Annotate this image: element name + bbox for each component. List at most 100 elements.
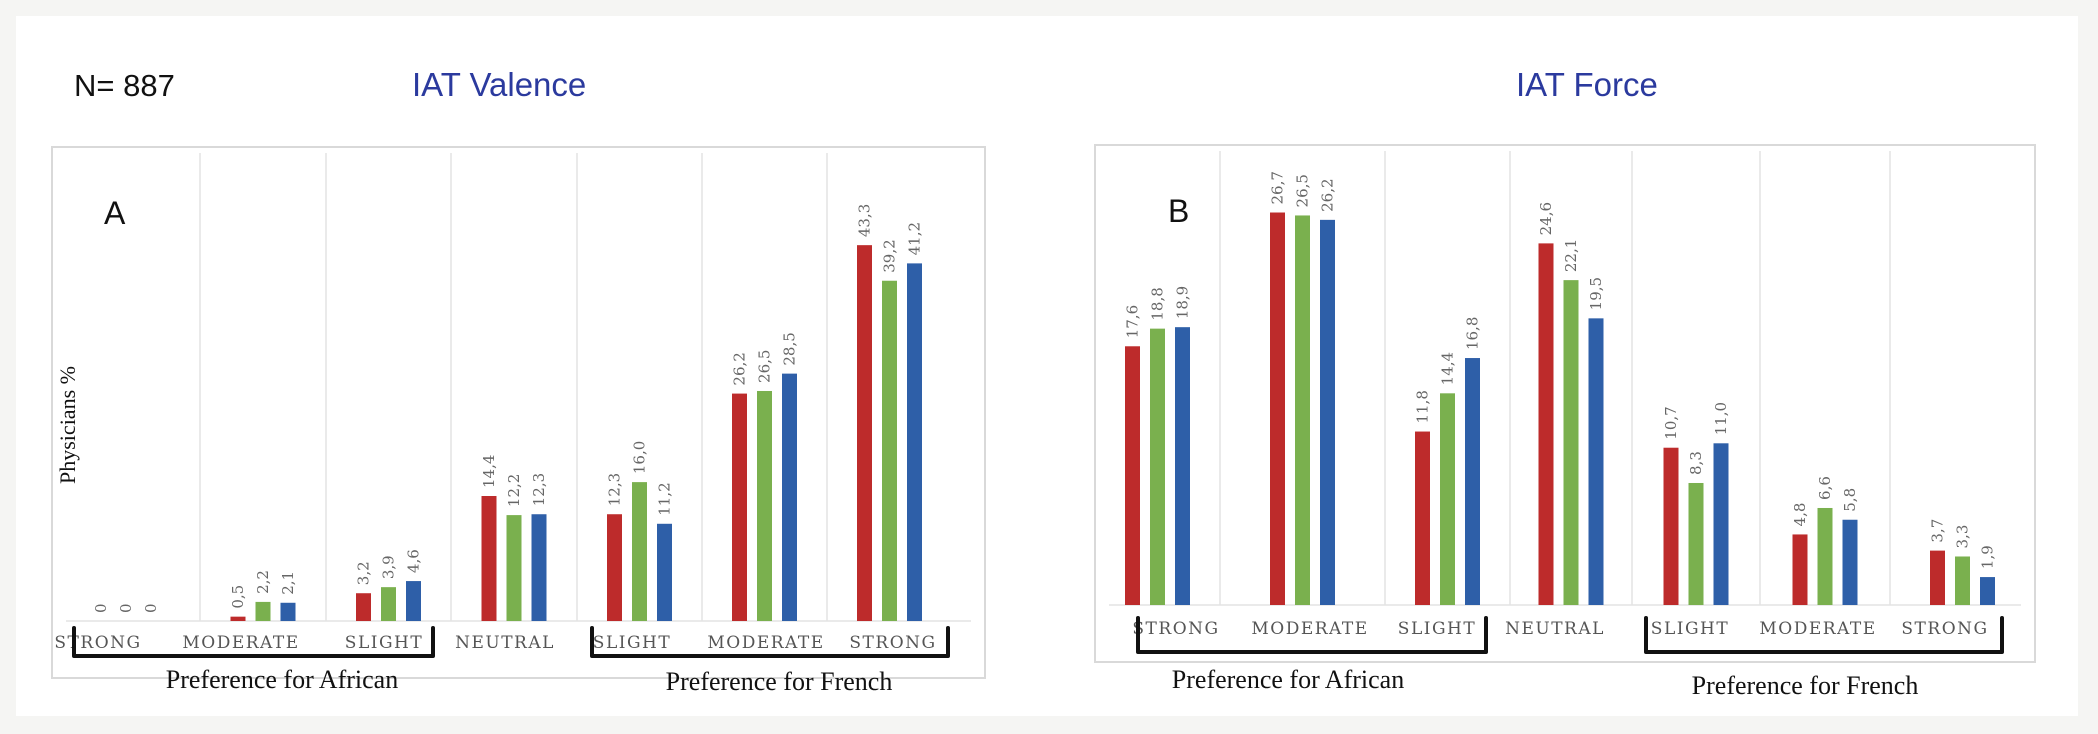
panel-b-data-label: 26,7 xyxy=(1269,171,1287,204)
panel-b-bar xyxy=(1440,393,1455,605)
panel-b-data-label: 18,9 xyxy=(1174,286,1192,319)
panel-b-category-label: SLIGHT xyxy=(1398,619,1476,639)
panel-b-data-label: 22,1 xyxy=(1562,239,1580,272)
panel-a-data-label: 12,2 xyxy=(505,474,523,507)
panel-a-data-label: 16,0 xyxy=(631,441,649,474)
panel-a-data-label: 0,5 xyxy=(229,585,247,609)
panel-b-data-label: 5,8 xyxy=(1841,488,1859,512)
panel-a-bar xyxy=(406,581,421,621)
panel-b-bar xyxy=(1955,556,1970,605)
panel-b-data-label: 3,7 xyxy=(1929,519,1947,543)
panel-b-data-label: 16,8 xyxy=(1464,317,1482,350)
panel-b-data-label: 3,3 xyxy=(1954,525,1972,549)
panel-a-group-bracket xyxy=(72,626,435,658)
panel-a-data-label: 3,2 xyxy=(355,561,373,585)
panel-b-data-label: 26,2 xyxy=(1319,178,1337,211)
panel-a-data-label: 0 xyxy=(92,603,110,613)
panel-a-data-label: 3,9 xyxy=(380,555,398,579)
panel-b-bar xyxy=(1688,482,1704,605)
panel-b-group-bracket xyxy=(1644,616,2004,654)
panel-a-bar xyxy=(782,373,797,621)
panel-b-letter: B xyxy=(1168,193,1189,229)
panel-a-category-label: NEUTRAL xyxy=(455,633,555,653)
panel-a-group-bracket xyxy=(590,626,950,658)
panel-b-data-label: 17,6 xyxy=(1124,305,1142,338)
panel-a-category-label: STRONG xyxy=(849,633,936,653)
panel-b-category-label: SLIGHT xyxy=(1651,619,1729,639)
panel-a-bar xyxy=(230,616,246,621)
panel-a-bar xyxy=(607,514,622,621)
panel-a-bar xyxy=(857,245,872,621)
panel-a-letter: A xyxy=(104,195,126,231)
panel-a-data-label: 26,2 xyxy=(731,352,749,385)
panel-b-title: IAT Force xyxy=(1516,66,1658,103)
panel-a-ylabel: Physicians % xyxy=(55,366,80,484)
panel-a-data-label: 0 xyxy=(142,603,160,613)
panel-b-data-label: 26,5 xyxy=(1294,174,1312,207)
panel-b-data-label: 11,0 xyxy=(1712,402,1730,435)
panel-a-data-label: 26,5 xyxy=(756,350,774,383)
panel-b-bar xyxy=(1842,519,1858,605)
panel-a-bar xyxy=(657,523,672,621)
panel-b-category-label: MODERATE xyxy=(1251,619,1368,639)
panel-b-bar xyxy=(1295,215,1310,605)
panel-a-bar xyxy=(632,482,647,621)
panel-a-bar xyxy=(356,593,371,621)
panel-a-bar xyxy=(481,496,497,621)
panel-a-category-label: MODERATE xyxy=(182,633,299,653)
panel-b-bar xyxy=(1930,550,1945,605)
panel-b-plot: B 17,6 18,8 18,9 STRONG 26,7 26,5 26,2 MODERATE 1… xyxy=(1094,144,2036,700)
panel-b-category-label: NEUTRAL xyxy=(1505,619,1605,639)
panel-a-bar xyxy=(907,263,922,621)
panel-a-data-label: 11,2 xyxy=(656,482,674,515)
panel-a-data-label: 43,3 xyxy=(856,204,874,237)
panel-a-category-label: MODERATE xyxy=(707,633,824,653)
panel-b-group-label: Preference for French xyxy=(1692,671,1919,700)
panel-b-data-label: 18,8 xyxy=(1149,287,1167,320)
panel-a-data-label: 2,2 xyxy=(254,570,272,594)
panel-b-data-label: 6,6 xyxy=(1816,476,1834,500)
panel-b-bar xyxy=(1792,534,1808,605)
panel-a-bar xyxy=(280,602,296,621)
panel-b-data-label: 10,7 xyxy=(1662,406,1680,439)
panel-a-title: IAT Valence xyxy=(412,66,587,103)
panel-a-bar xyxy=(757,390,772,621)
panel-a-category-label: SLIGHT xyxy=(345,633,423,653)
panel-b-bar xyxy=(1415,431,1430,605)
panel-b-group-label: Preference for African xyxy=(1172,665,1404,694)
sample-size-label: N= 887 xyxy=(74,68,175,103)
panel-a-data-label: 39,2 xyxy=(881,239,899,272)
panel-a-data-label: 2,1 xyxy=(279,571,297,595)
panel-a-data-label: 41,2 xyxy=(906,222,924,255)
panel-a-data-label: 4,6 xyxy=(405,549,423,573)
panel-b-data-label: 1,9 xyxy=(1979,545,1997,569)
panel-b-frame xyxy=(1094,144,2036,663)
panel-a-data-label: 12,3 xyxy=(530,473,548,506)
panel-b-bar xyxy=(1320,219,1335,606)
panel-b-data-label: 24,6 xyxy=(1537,202,1555,235)
panel-b-group-bracket xyxy=(1136,616,1488,654)
panel-b-bar xyxy=(1980,577,1995,605)
panel-a-group-label: Preference for African xyxy=(166,665,398,694)
panel-b-bar xyxy=(1563,280,1579,605)
panel-a-data-label: 14,4 xyxy=(480,455,498,488)
panel-a-data-label: 12,3 xyxy=(606,473,624,506)
panel-b-category-label: STRONG xyxy=(1132,619,1219,639)
panel-b-bar xyxy=(1663,447,1679,605)
panel-b-data-label: 8,3 xyxy=(1687,451,1705,475)
panel-b-data-label: 19,5 xyxy=(1587,277,1605,310)
panel-b-bar xyxy=(1817,507,1833,605)
panel-a-frame xyxy=(51,146,986,679)
panel-a-category-label: STRONG xyxy=(54,633,141,653)
panel-a-bar xyxy=(506,515,522,621)
panel-b-bar xyxy=(1150,328,1165,605)
panel-b-bar xyxy=(1270,212,1285,605)
panel-b-data-label: 4,8 xyxy=(1791,503,1809,527)
panel-b-bar xyxy=(1538,243,1554,605)
panel-a-bar xyxy=(381,587,396,621)
panel-a-group-label: Preference for French xyxy=(666,667,893,696)
panel-a-bar xyxy=(732,393,747,621)
panel-a-category-label: SLIGHT xyxy=(593,633,671,653)
panel-b-bar xyxy=(1125,346,1140,605)
